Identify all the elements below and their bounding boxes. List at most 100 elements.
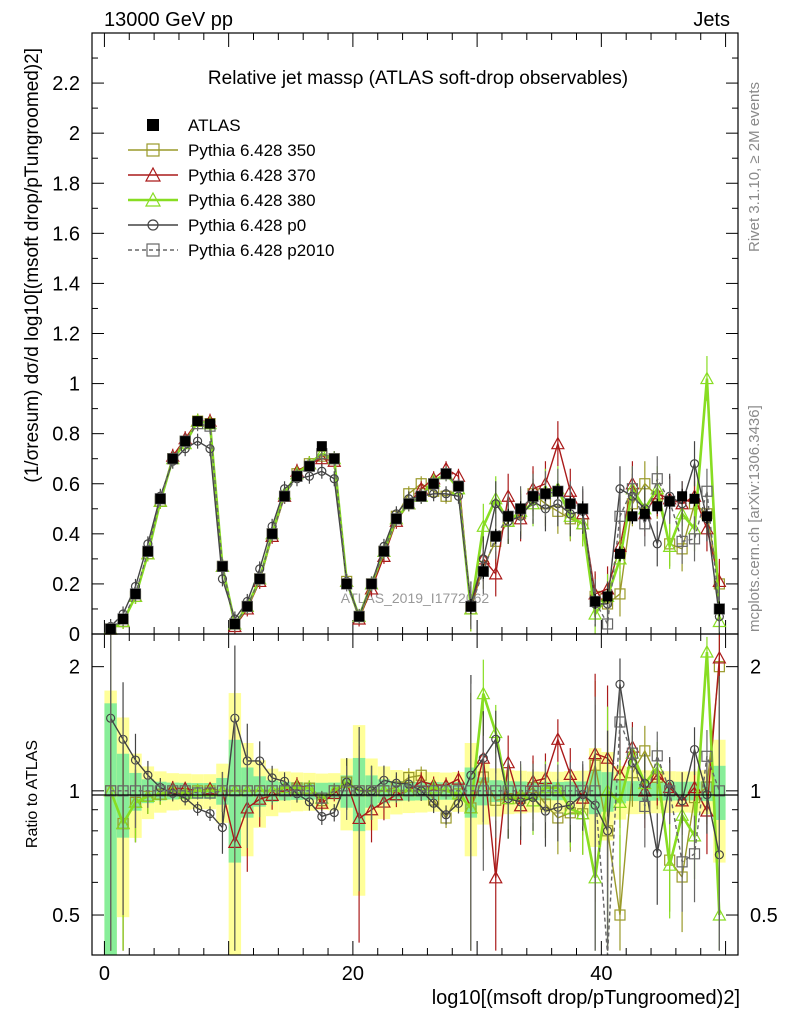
data-point [378,785,390,797]
data-point [664,785,676,797]
data-point [602,591,613,602]
data-point [614,588,626,600]
data-point [441,468,452,479]
header-process-label: Jets [693,9,730,31]
data-point [662,539,677,552]
data-point [180,436,191,447]
data-point [428,478,439,489]
ratio-y-tick-label-right: 0.5 [750,905,778,927]
data-point [712,650,727,664]
data-point [105,785,117,797]
data-point [590,596,601,607]
data-point [205,808,215,819]
data-point [676,535,688,547]
ratio-series-line [110,684,721,855]
data-point [626,747,639,759]
data-point [316,792,328,804]
data-point [452,785,465,797]
ratio-y-tick-label: 1 [69,781,80,803]
data-point [416,491,427,502]
data-point [476,686,491,700]
data-point [441,489,451,499]
data-point [144,191,162,207]
data-point [502,785,514,797]
y-tick-label: 2 [69,123,80,145]
data-point [229,618,240,629]
data-point [614,548,625,559]
x-tick-label: 20 [342,963,364,985]
data-point [255,756,265,766]
data-point [699,371,714,385]
x-axis-label: log10[(msoft drop/pTungroomed)2] [432,987,740,1009]
y-tick-label: 0.2 [52,574,80,596]
data-point [527,785,539,797]
data-point [652,501,663,512]
legend-entry: Pythia 6.428 350 [128,141,316,160]
data-point [366,578,377,589]
x-tick-label: 0 [99,963,110,985]
data-point [503,511,514,522]
data-point [565,498,576,509]
data-point [601,618,614,630]
data-point [465,785,477,797]
data-point [528,491,539,502]
data-point [144,166,162,182]
data-point [179,785,191,797]
chart-title: Relative jet massρ (ATLAS soft-drop obse… [208,68,628,89]
data-point [701,750,713,762]
data-point [688,848,701,860]
data-point [478,566,489,577]
ratio-y-tick-label-right: 1 [750,781,761,803]
data-point [441,810,451,820]
data-point [266,785,278,797]
data-point [651,750,663,762]
data-point [652,539,662,549]
data-point [155,493,166,504]
data-point [341,785,353,797]
data-point [205,418,216,429]
data-point [626,483,639,495]
legend-label: ATLAS [188,116,241,135]
data-point [699,644,714,658]
data-point [403,785,415,797]
data-point [539,785,552,797]
data-point [130,588,141,599]
data-point [614,716,626,728]
y-tick-label: 1 [69,374,80,396]
data-point [317,811,327,822]
ratio-y-tick-label: 2 [69,657,80,679]
data-point [278,785,291,797]
data-point [105,623,116,634]
x-tick-label: 40 [590,963,612,985]
data-point [664,496,675,507]
data-point [147,119,159,131]
y-tick-label: 0.4 [52,524,80,546]
rivet-version-label: Rivet 3.1.10, ≥ 2M events [746,82,763,252]
data-point [540,488,551,499]
data-point [205,444,215,454]
data-point [291,785,303,797]
data-point [217,822,228,833]
data-point [254,573,265,584]
data-point [488,566,503,580]
data-point [242,601,253,612]
data-point [241,785,253,797]
data-point [688,533,701,545]
data-point [317,466,327,476]
data-point [490,785,502,797]
data-point [550,436,565,450]
data-point [329,474,339,484]
data-point [614,909,626,921]
data-point [354,611,365,622]
data-point [204,787,216,799]
data-point [465,601,476,612]
data-point [267,528,278,539]
data-point [550,732,565,745]
y-tick-label: 0.8 [52,424,80,446]
data-point [677,491,688,502]
data-point [488,870,503,884]
legend-label: Pythia 6.428 370 [188,166,316,185]
legend-entry: Pythia 6.428 p2010 [128,241,335,260]
data-point [577,503,588,514]
